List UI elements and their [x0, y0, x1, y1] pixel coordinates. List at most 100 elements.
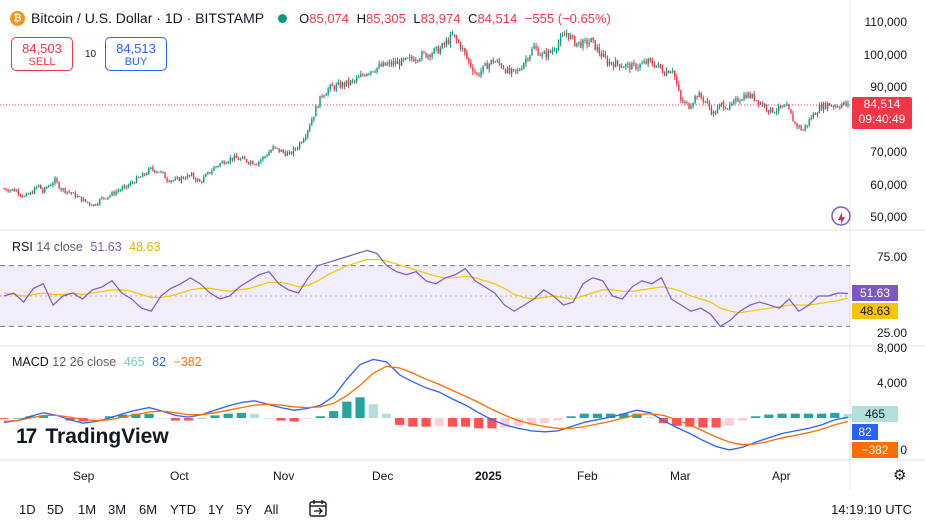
- candle-body: [504, 69, 507, 73]
- price-tick-label: 100,000: [863, 47, 907, 62]
- candle-body: [808, 119, 810, 126]
- candle-body: [714, 112, 717, 114]
- candle-body: [814, 113, 817, 115]
- macd-histogram-bar: [0, 418, 9, 419]
- rsi-legend[interactable]: RSI 14 close 51.63 48.63: [12, 240, 160, 254]
- indicator-alert-icon-bolt: [838, 212, 845, 224]
- candle-body: [468, 57, 470, 62]
- candle-body: [733, 100, 735, 104]
- macd-histogram-bar: [830, 412, 840, 418]
- candle-body: [364, 75, 366, 77]
- candle-body: [188, 175, 191, 177]
- buy-button[interactable]: 84,513 BUY: [105, 37, 167, 71]
- candle-body: [457, 40, 460, 43]
- macd-legend[interactable]: MACD 12 26 close 465 82 −382: [12, 355, 202, 369]
- candle-body: [166, 178, 168, 181]
- candle-body: [360, 74, 362, 77]
- candle-body: [143, 173, 146, 175]
- close-key: C: [468, 10, 478, 26]
- macd-histogram-bar: [381, 413, 392, 418]
- candle-body: [31, 192, 34, 194]
- timeframe-button[interactable]: 5Y: [236, 502, 252, 517]
- candle-body: [496, 60, 499, 62]
- candle-body: [661, 67, 664, 73]
- candle-body: [498, 60, 501, 64]
- candle-body: [763, 104, 766, 107]
- candle-body: [80, 196, 83, 202]
- candle-body: [148, 168, 150, 174]
- rsi-value: 51.63: [90, 240, 122, 254]
- sell-button[interactable]: 84,503 SELL: [11, 37, 73, 71]
- macd-histogram-bar: [790, 413, 800, 418]
- candle-body: [830, 105, 833, 107]
- candle-body: [233, 155, 236, 160]
- candle-body: [584, 39, 586, 41]
- time-tick-label: 2025: [475, 469, 502, 483]
- open-value: 85,074: [309, 10, 350, 26]
- market-status-dot-icon[interactable]: [278, 13, 288, 23]
- candle-body: [411, 56, 413, 59]
- candle-body: [292, 148, 295, 155]
- bitcoin-logo-icon: ₿: [10, 10, 25, 26]
- candle-body: [421, 52, 423, 60]
- candle-body: [523, 63, 525, 69]
- candle-body: [400, 58, 403, 66]
- candle-body: [123, 185, 125, 188]
- candle-body: [196, 179, 199, 181]
- timeframe-button[interactable]: 1D: [19, 502, 36, 517]
- timeframe-button[interactable]: YTD: [170, 502, 196, 517]
- macd-histogram-bar: [12, 418, 22, 419]
- candle-body: [402, 58, 405, 60]
- candle-body: [753, 93, 755, 101]
- candle-body: [612, 63, 615, 68]
- candle-body: [262, 156, 264, 160]
- candle-body: [625, 64, 627, 67]
- candle-body: [563, 34, 566, 36]
- macd-histogram-bar: [408, 418, 418, 427]
- candle-body: [64, 188, 66, 193]
- candle-body: [19, 194, 22, 196]
- candle-body: [478, 74, 480, 76]
- candle-body: [302, 139, 305, 143]
- candle-body: [39, 184, 42, 189]
- candle-body: [429, 54, 431, 58]
- candle-body: [90, 204, 93, 206]
- candle-body: [739, 100, 741, 102]
- candle-body: [547, 50, 550, 58]
- timeframe-button[interactable]: 1M: [78, 502, 97, 517]
- candle-body: [459, 42, 462, 49]
- candle-body: [386, 63, 388, 66]
- candle-body: [439, 48, 441, 54]
- candle-body: [572, 35, 574, 37]
- candle-body: [735, 98, 737, 101]
- utc-clock[interactable]: 14:19:10 UTC: [831, 502, 912, 517]
- candle-body: [688, 102, 690, 109]
- candle-body: [639, 64, 641, 68]
- candle-body: [362, 74, 364, 76]
- timeframe-button[interactable]: 1Y: [208, 502, 224, 517]
- candle-body: [190, 173, 193, 176]
- candle-body: [665, 70, 668, 76]
- candle-body: [74, 192, 77, 198]
- candle-body: [150, 167, 152, 169]
- candle-body: [833, 105, 835, 108]
- go-to-date-icon[interactable]: [308, 498, 328, 518]
- timeframe-button[interactable]: 3M: [108, 502, 127, 517]
- macd-histogram-bar: [619, 413, 629, 418]
- symbol-title[interactable]: Bitcoin / U.S. Dollar · 1D · BITSTAMP: [31, 10, 265, 26]
- candle-body: [494, 61, 497, 63]
- macd-histogram-bar: [434, 418, 444, 426]
- timeframe-button[interactable]: 5D: [47, 502, 64, 517]
- macd-histogram-bar: [38, 415, 49, 418]
- candle-body: [13, 189, 15, 192]
- timeframe-button[interactable]: 6M: [139, 502, 158, 517]
- timeframe-button[interactable]: All: [264, 502, 279, 517]
- candle-body: [260, 159, 262, 162]
- macd-histogram-bar: [803, 413, 814, 418]
- tradingview-logo[interactable]: 17 TradingView: [16, 425, 169, 449]
- price-tick-label: 90,000: [870, 80, 907, 94]
- candle-body: [135, 176, 138, 183]
- candle-body: [690, 106, 692, 109]
- settings-gear-icon[interactable]: ⚙: [893, 467, 907, 484]
